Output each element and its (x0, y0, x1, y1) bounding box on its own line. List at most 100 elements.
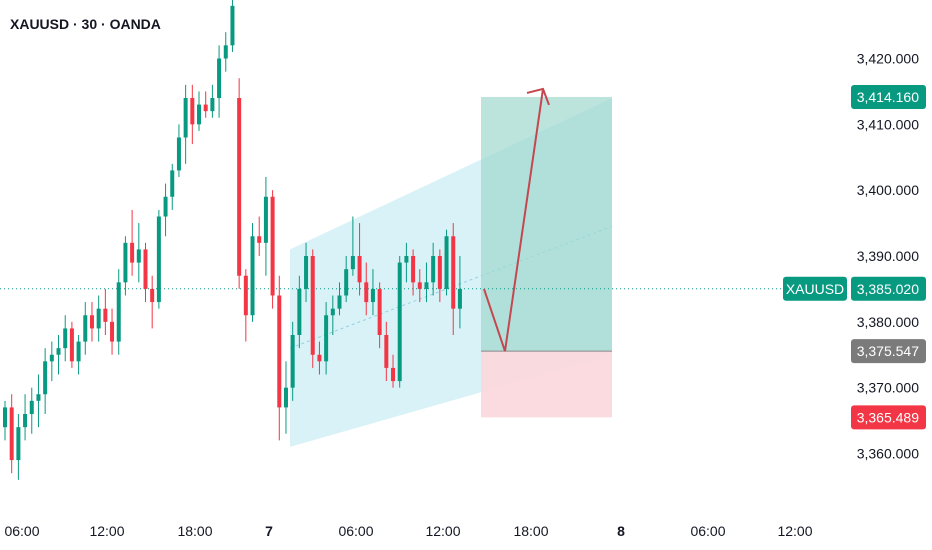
candle-body (63, 328, 68, 349)
candle-body (250, 236, 255, 316)
y-tick-label: 3,390.000 (857, 248, 919, 264)
candle-body (424, 282, 429, 289)
candle-body (29, 400, 34, 415)
candle-body (277, 295, 282, 408)
candle-body (290, 335, 295, 388)
candle-body (270, 196, 275, 296)
y-tick-label: 3,420.000 (857, 51, 919, 67)
candle-body (223, 45, 228, 59)
candle-body (9, 407, 14, 461)
y-tick-label: 3,400.000 (857, 182, 919, 198)
candle-body (444, 236, 449, 289)
projection-arrow (483, 88, 544, 352)
x-tick-label: 12:00 (777, 523, 812, 539)
candle-body (3, 407, 7, 428)
candle-body (110, 321, 115, 342)
candle-body (210, 98, 215, 112)
symbol-title: XAUUSD · 30 · OANDA (10, 16, 161, 32)
y-tick-label: 3,410.000 (857, 116, 919, 132)
x-tick-label: 06:00 (4, 523, 39, 539)
candle-body (43, 361, 48, 395)
target-price-tag (851, 84, 926, 109)
candle-body (23, 414, 28, 428)
candle-body (163, 196, 168, 217)
candle-body (96, 308, 101, 329)
candle-body (257, 236, 262, 243)
candle-body (143, 249, 148, 289)
x-tick-label: 18:00 (513, 523, 548, 539)
candle-body (344, 269, 349, 296)
candle-body (150, 288, 155, 303)
candle-body (304, 256, 309, 289)
current-price-label: 3,385.020 (857, 281, 919, 297)
entry-price-tag (851, 339, 926, 364)
candle-body (297, 288, 302, 336)
candle-body (190, 98, 195, 125)
target-zone (481, 96, 612, 352)
candle-body (370, 288, 375, 303)
x-tick-label: 06:00 (690, 523, 725, 539)
candle-body (357, 256, 362, 283)
candle-body (176, 137, 181, 171)
candle-body (130, 242, 135, 263)
candle-body (431, 256, 436, 283)
candle-body (36, 394, 41, 401)
x-tick-label: 12:00 (89, 523, 124, 539)
candle-body (437, 256, 442, 289)
candle-body (83, 315, 88, 342)
candle-body (183, 98, 188, 138)
x-tick-label: 12:00 (425, 523, 460, 539)
candle-body (337, 295, 342, 309)
candle-body (310, 256, 315, 355)
candle-body (16, 427, 21, 461)
candle-body (377, 288, 382, 336)
candle-body (69, 328, 74, 362)
candle-body (364, 282, 369, 303)
candle-body (116, 282, 121, 342)
candle-body (197, 104, 202, 125)
candle-body (324, 315, 329, 362)
candle-body (397, 262, 402, 382)
x-tick-label: 8 (617, 523, 625, 539)
candle-body (56, 348, 61, 355)
candle-body (156, 216, 161, 303)
candle-body (170, 170, 175, 197)
candle-body (237, 98, 242, 276)
x-tick-label: 06:00 (338, 523, 373, 539)
candle-body (330, 308, 335, 316)
candle-body (317, 354, 322, 362)
stop-price-tag (851, 405, 926, 430)
y-tick-label: 3,380.000 (857, 314, 919, 330)
candle-body (230, 5, 235, 46)
candle-body (411, 256, 416, 283)
candle-body (350, 256, 355, 270)
candle-body (76, 341, 81, 362)
arrow-head-icon (526, 87, 550, 106)
candle-body (384, 335, 389, 368)
candle-body (203, 104, 208, 112)
y-tick-label: 3,360.000 (857, 446, 919, 462)
target-price-label: 3,414.160 (857, 89, 919, 105)
x-tick-label: 7 (265, 523, 273, 539)
stop-zone (481, 351, 612, 418)
current-price-tag (851, 276, 926, 301)
symbol-tag (783, 276, 847, 301)
candle-body (263, 196, 268, 243)
symbol-tag-label: XAUUSD (786, 281, 844, 297)
candle-body (49, 354, 54, 362)
stop-price-label: 3,365.489 (857, 409, 919, 425)
candle-body (391, 367, 396, 382)
candle-body (417, 282, 422, 289)
candle-body (136, 249, 141, 263)
candle-body (217, 58, 222, 99)
candle-body (89, 315, 94, 329)
candle-body (103, 308, 108, 322)
candle-body (123, 242, 128, 283)
candle-body (451, 236, 456, 309)
candle-body (283, 387, 288, 408)
y-tick-label: 3,370.000 (857, 380, 919, 396)
x-tick-label: 18:00 (177, 523, 212, 539)
candle-body (457, 288, 462, 309)
candle-body (243, 275, 248, 316)
